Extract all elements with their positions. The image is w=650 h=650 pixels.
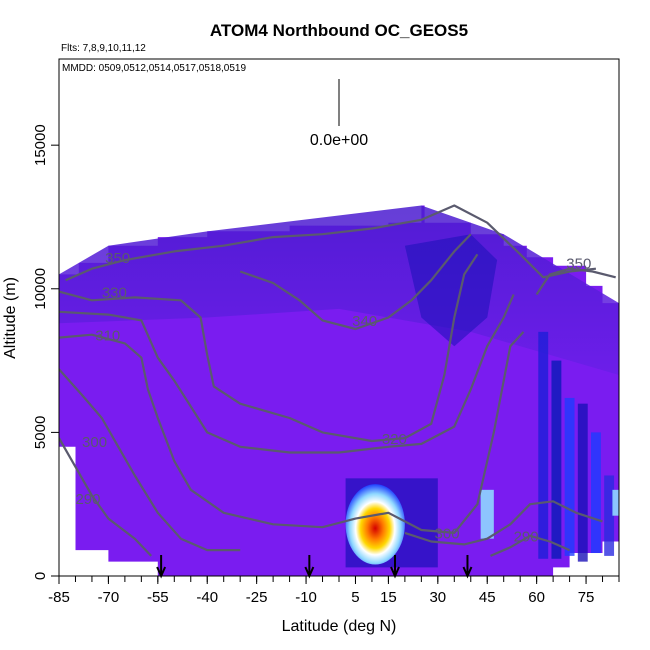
contour-label: 350 bbox=[566, 256, 591, 273]
arrow-head bbox=[390, 566, 400, 579]
x-tick-label: 5 bbox=[351, 589, 359, 606]
x-axis-title: Latitude (deg N) bbox=[282, 618, 397, 635]
contour-label: 320 bbox=[382, 431, 407, 448]
x-tick-label: -25 bbox=[246, 589, 268, 606]
field-column bbox=[538, 331, 549, 559]
scale-label: 0.0e+00 bbox=[310, 132, 368, 149]
x-tick-label: -40 bbox=[196, 589, 218, 606]
x-tick-label: 15 bbox=[380, 589, 397, 606]
contour-label: 300 bbox=[435, 526, 460, 543]
contour-label: 290 bbox=[514, 529, 539, 546]
contour-label: 350 bbox=[105, 250, 130, 267]
contour-label: 310 bbox=[95, 327, 120, 344]
arrow-head bbox=[156, 566, 167, 579]
field-hotspot bbox=[345, 484, 405, 565]
contour-label: 340 bbox=[352, 313, 377, 330]
field-column bbox=[551, 360, 562, 559]
chart-subtitle: Flts: 7,8,9,10,11,12 bbox=[61, 43, 146, 54]
x-tick-label: -55 bbox=[147, 589, 169, 606]
contour-label: 330 bbox=[102, 284, 127, 301]
contour-line bbox=[404, 500, 603, 546]
y-tick-label: 10000 bbox=[32, 268, 49, 310]
chart-title: ATOM4 Northbound OC_GEOS5 bbox=[210, 21, 468, 40]
x-tick-label: -70 bbox=[98, 589, 120, 606]
contour-line bbox=[65, 204, 597, 282]
field-column bbox=[604, 475, 615, 556]
y-tick-label: 0 bbox=[32, 572, 49, 580]
contour-line bbox=[59, 253, 479, 443]
contour-line bbox=[59, 331, 525, 534]
contour-label: 290 bbox=[75, 491, 100, 508]
field-streak bbox=[612, 489, 619, 516]
x-tick-label: 60 bbox=[528, 589, 545, 606]
contour-lines: 350 350 340 330 320 310 300 290 300 290 bbox=[59, 204, 616, 557]
y-axis-title: Altitude (m) bbox=[2, 277, 19, 359]
arrow-head bbox=[304, 566, 315, 579]
field-column bbox=[591, 432, 601, 554]
contour-line bbox=[59, 368, 241, 552]
x-tick-label: -85 bbox=[48, 589, 70, 606]
flight-arrows bbox=[156, 555, 473, 579]
x-tick-label: 45 bbox=[479, 589, 496, 606]
y-tick-label: 5000 bbox=[32, 416, 49, 449]
field-column bbox=[577, 403, 588, 562]
field-dark-band bbox=[404, 234, 498, 347]
contour-label: 300 bbox=[82, 434, 107, 451]
heatmap-field bbox=[59, 205, 619, 576]
field-streak bbox=[480, 489, 494, 539]
contour-line bbox=[490, 534, 571, 557]
arrow-head bbox=[462, 566, 473, 579]
x-tick-label: -10 bbox=[295, 589, 317, 606]
y-tick-label: 15000 bbox=[32, 124, 49, 166]
field-column bbox=[564, 397, 575, 556]
contour-line bbox=[239, 233, 472, 331]
contour-line bbox=[59, 437, 152, 557]
x-tick-label: 30 bbox=[429, 589, 446, 606]
contour-line bbox=[59, 294, 515, 454]
contour-line bbox=[535, 267, 616, 296]
x-axis: -85 -70 -55 -40 -25 -10 5 15 30 45 60 75 bbox=[48, 576, 620, 606]
x-tick-label: 75 bbox=[578, 589, 595, 606]
chart-annotation: MMDD: 0509,0512,0514,0517,0518,0519 bbox=[62, 63, 246, 74]
y-axis: 0 5000 10000 15000 bbox=[32, 124, 59, 580]
